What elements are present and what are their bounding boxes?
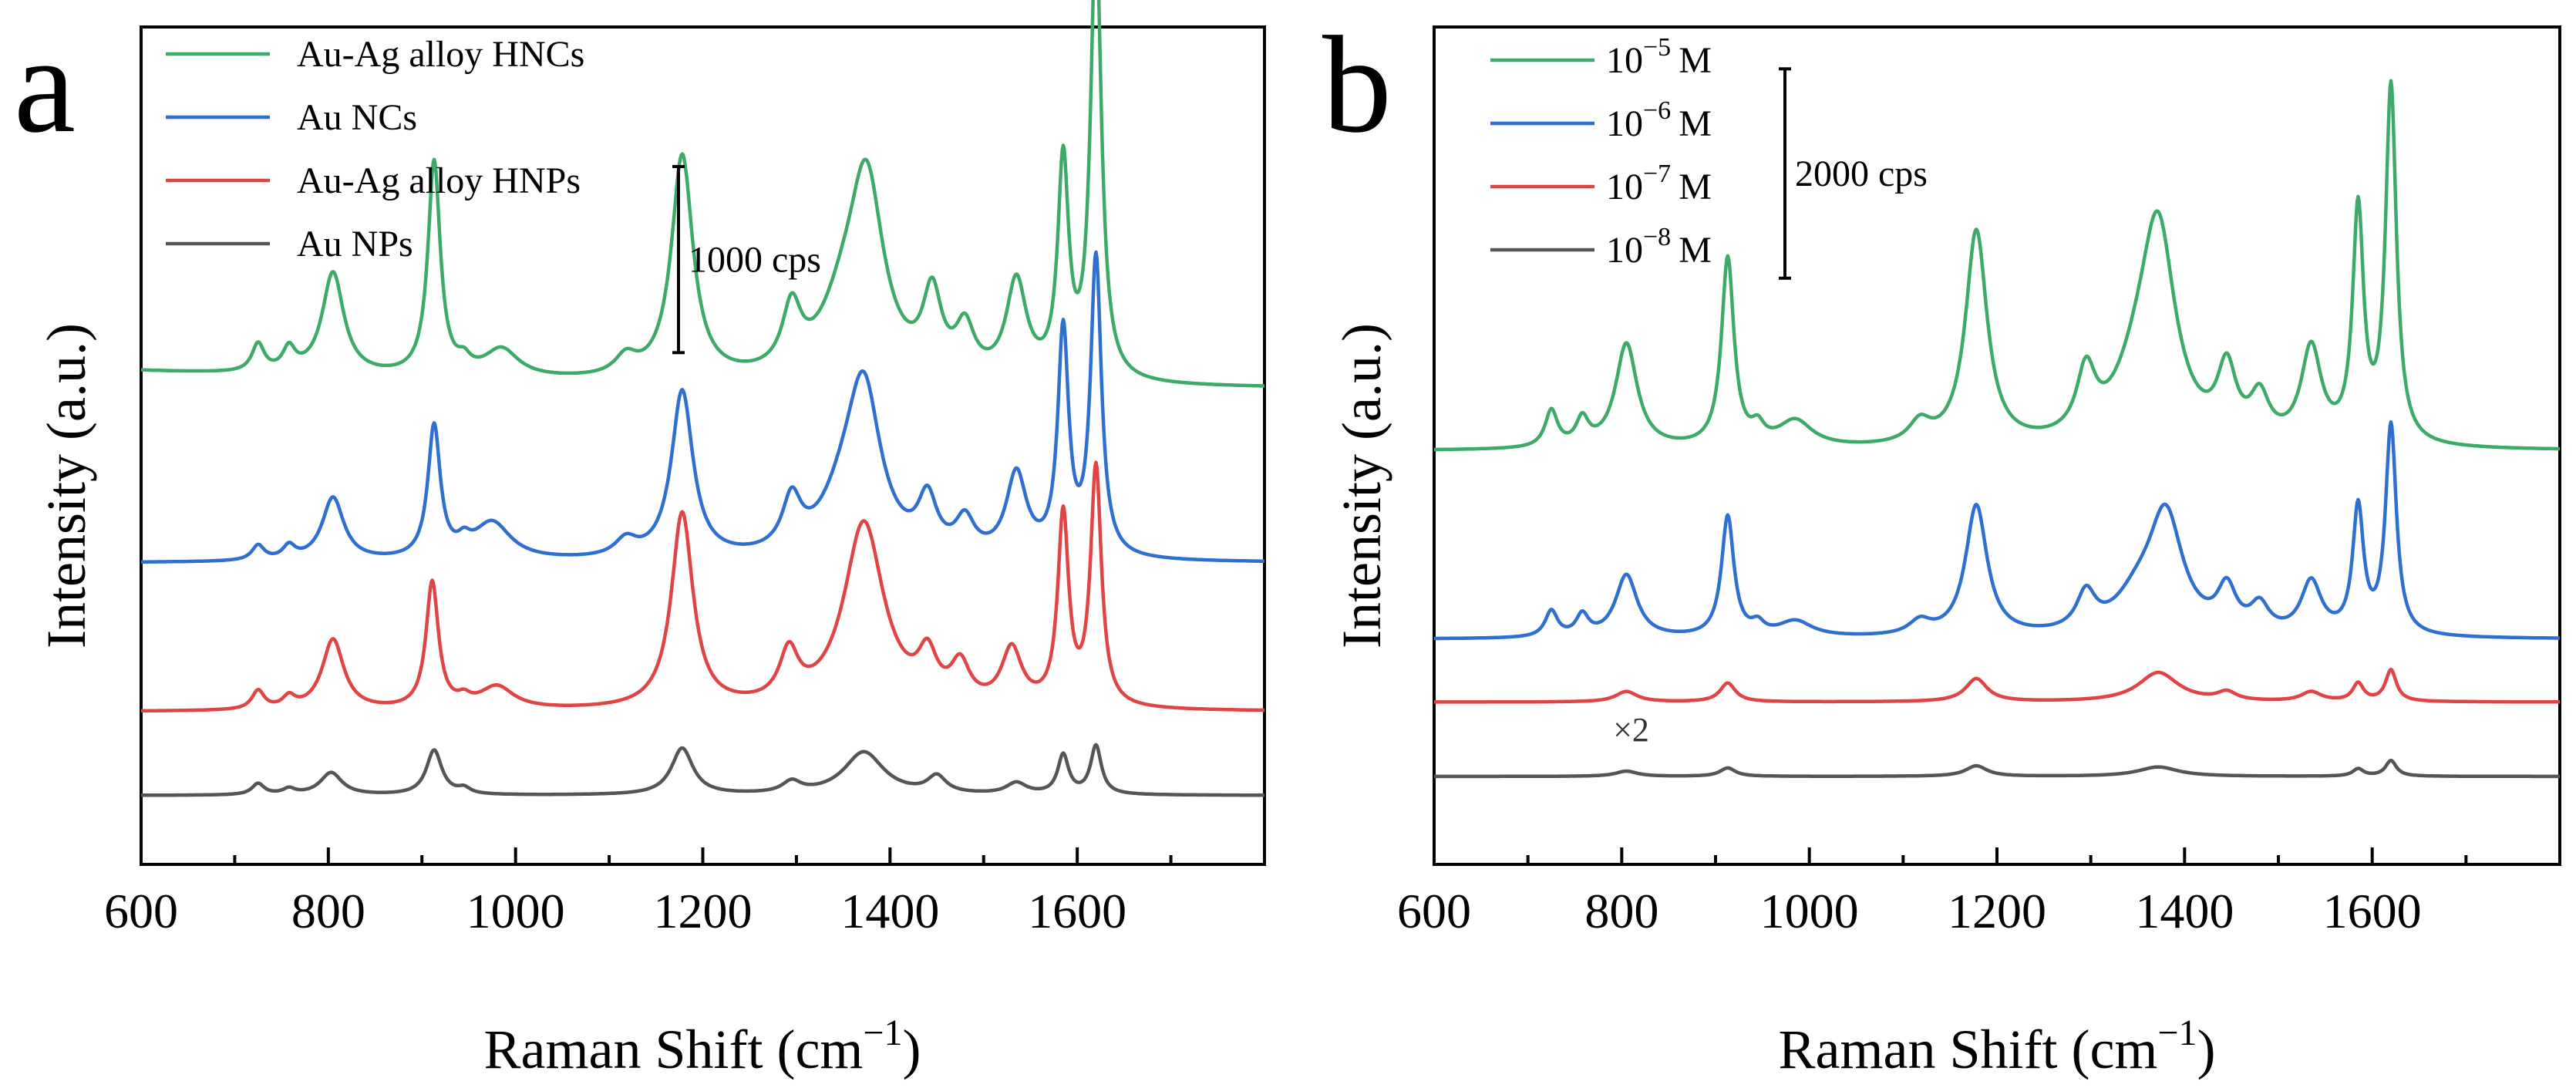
x-tick-label-a-1000: 1000 [466, 884, 565, 938]
series-line-a-0 [140, 0, 1266, 388]
plot-frame-b [1433, 25, 2561, 866]
series-line-b-2 [1433, 667, 2561, 704]
x-tick-label-b-1000: 1000 [1760, 884, 1859, 938]
series-group-b [1433, 79, 2561, 779]
x-tick-label-a-1200: 1200 [654, 884, 753, 938]
legend-label-a-0: Au-Ag alloy HNCs [297, 34, 584, 75]
series-line-a-3 [140, 743, 1266, 797]
legend-label-b-1: 10−6 M [1606, 96, 1712, 144]
x-axis-title-a-sup: −1 [863, 1012, 902, 1053]
x-tick-label-a-800: 800 [291, 884, 365, 938]
legend-label-a-1: Au NCs [297, 97, 417, 138]
scale-bar-label-b: 2000 cps [1795, 153, 1928, 194]
legend-label-a-2: Au-Ag alloy HNPs [297, 160, 581, 201]
legend-label-b-0: 10−5 M [1606, 33, 1712, 81]
x-tick-label-b-1400: 1400 [2135, 884, 2234, 938]
plot-area-a: 600 800 1000 1200 1400 1600 Au-Ag alloy HNCsA… [104, 0, 1266, 938]
x-axis-title-b-sup: −1 [2157, 1012, 2197, 1053]
x-ticks-a: 600 800 1000 1200 1400 1600 [104, 847, 1266, 938]
y-axis-title-b: Intensity (a.u.) [1331, 323, 1392, 648]
plot-area-b: 600 800 1000 1200 1400 1600 10−5 M10−6 M10−7 M10… [1397, 25, 2561, 938]
series-group-a [140, 0, 1266, 797]
panel-a: a Intensity (a.u.) 600 800 1000 1200 1400 160… [14, 0, 1266, 1080]
x-ticks-b: 600 800 1000 1200 1400 1600 [1397, 847, 2561, 938]
legend-a: Au-Ag alloy HNCs Au NCs Au-Ag alloy HNPs Au… [166, 34, 584, 264]
x-tick-label-b-800: 800 [1584, 884, 1658, 938]
panel-label-a: a [14, 8, 76, 161]
annotation-times-two: ×2 [1613, 711, 1649, 749]
legend-label-a-3: Au NPs [297, 224, 413, 264]
plot-frame-a [140, 25, 1266, 866]
series-line-a-2 [140, 460, 1266, 713]
series-line-b-1 [1433, 420, 2561, 641]
x-tick-label-b-1600: 1600 [2323, 884, 2422, 938]
x-axis-title-a-text: Raman Shift (cm [484, 1019, 864, 1080]
series-line-a-1 [140, 250, 1266, 564]
x-axis-title-a-close: ) [903, 1019, 921, 1080]
scale-bar-b: 2000 cps [1779, 67, 1928, 280]
x-tick-label-a-600: 600 [104, 884, 178, 938]
y-axis-title-a: Intensity (a.u.) [35, 323, 97, 648]
x-axis-title-a: Raman Shift (cm−1) [484, 1012, 921, 1080]
legend-b: 10−5 M 10−6 M 10−7 M 10−8 M [1490, 33, 1712, 271]
legend-label-b-3: 10−8 M [1606, 223, 1712, 271]
x-tick-label-b-1200: 1200 [1948, 884, 2046, 938]
series-line-b-3 [1433, 758, 2561, 779]
x-tick-label-a-1400: 1400 [840, 884, 939, 938]
series-line-b-0 [1433, 79, 2561, 452]
scale-bar-a: 1000 cps [672, 165, 821, 355]
panel-label-b: b [1322, 8, 1392, 161]
panel-b: b Intensity (a.u.) 600 800 1000 1200 1400 160… [1322, 8, 2561, 1080]
x-tick-label-b-600: 600 [1397, 884, 1471, 938]
scale-bar-label-a: 1000 cps [689, 240, 821, 281]
x-axis-title-b: Raman Shift (cm−1) [1779, 1012, 2216, 1080]
legend-label-b-2: 10−7 M [1606, 160, 1712, 207]
x-axis-title-b-close: ) [2197, 1019, 2216, 1080]
x-tick-label-a-1600: 1600 [1028, 884, 1126, 938]
x-axis-title-b-text: Raman Shift (cm [1779, 1019, 2158, 1080]
